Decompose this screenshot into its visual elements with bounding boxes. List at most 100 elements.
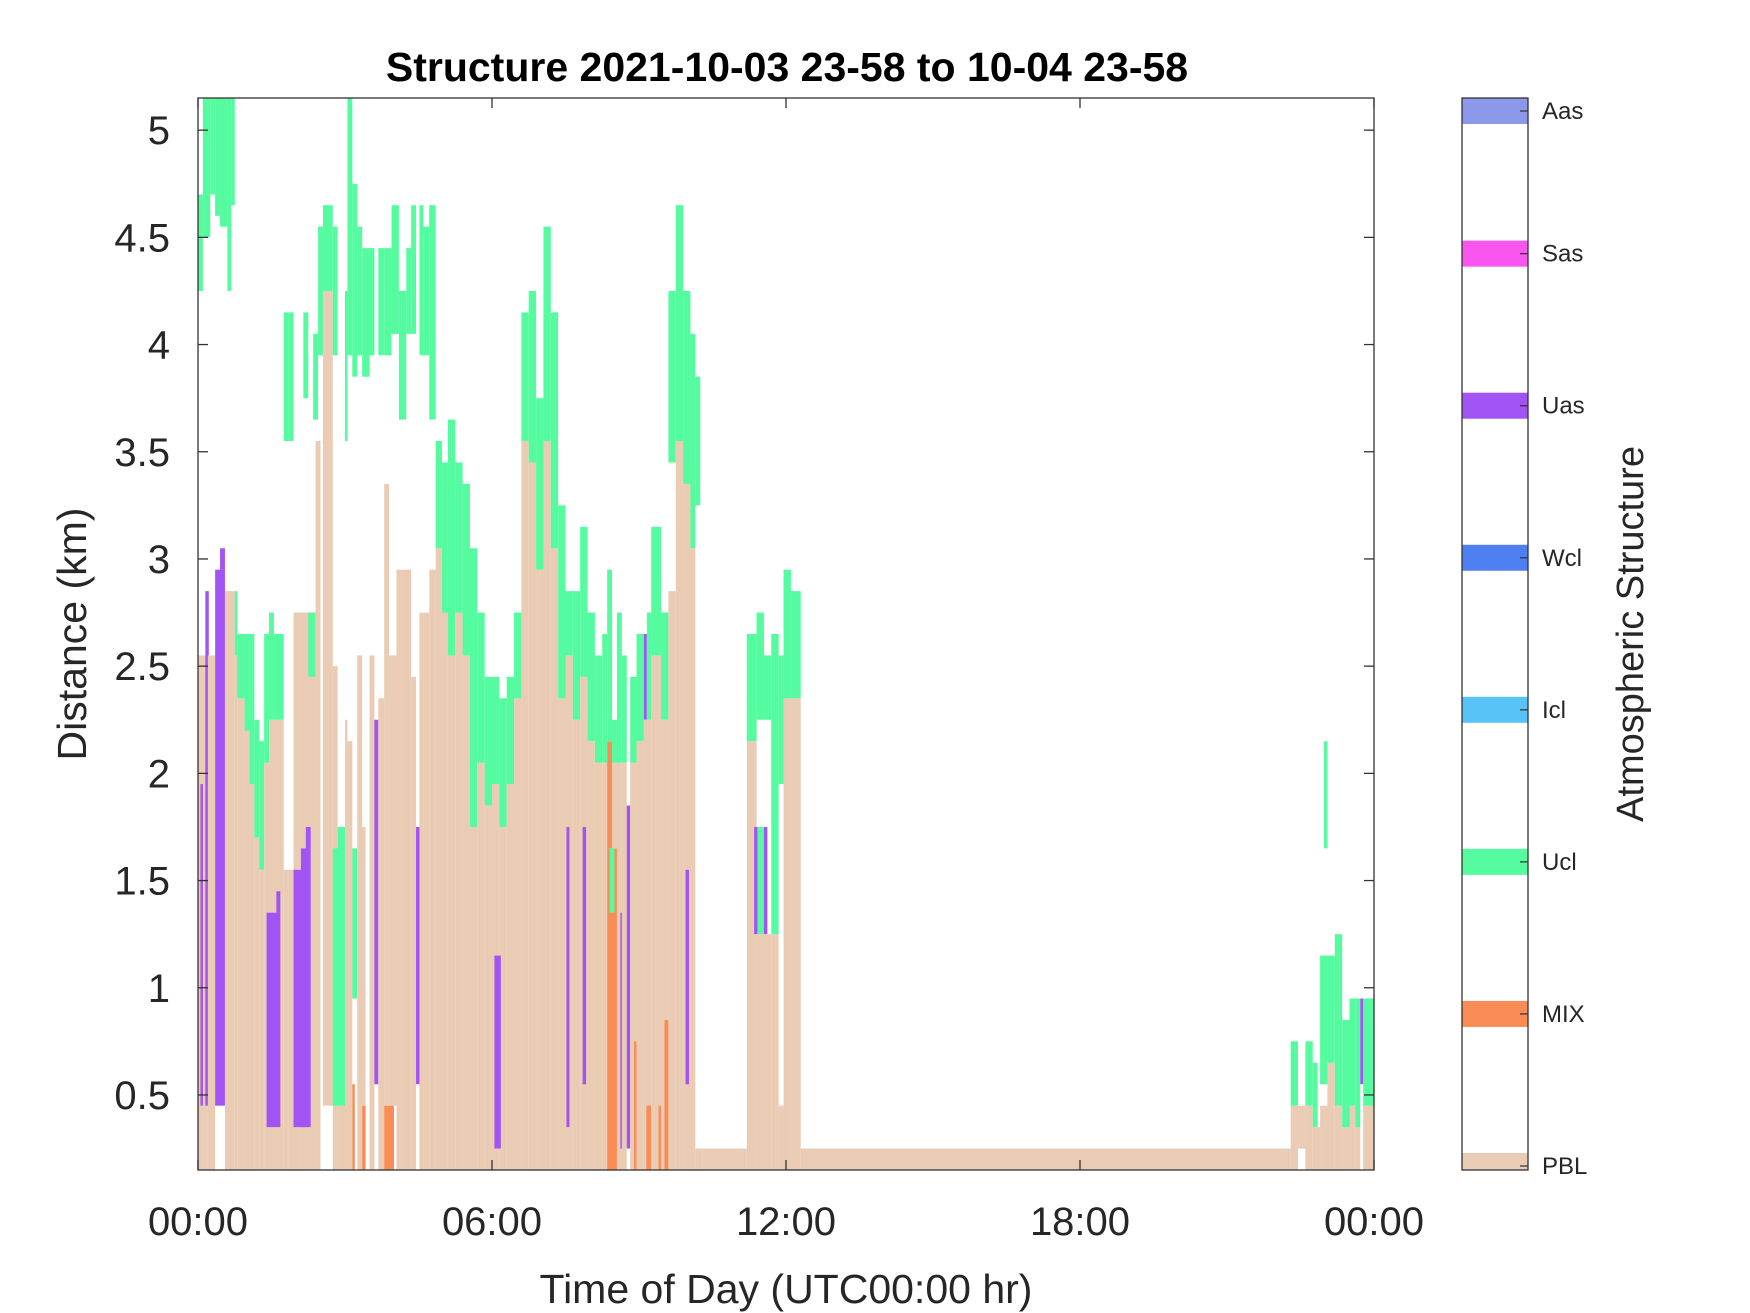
segment-mix <box>658 1105 663 1170</box>
segment-pbl <box>778 1105 784 1170</box>
segment-ucl <box>616 612 622 763</box>
segment-pbl <box>636 741 644 1170</box>
segment-uas <box>300 848 311 1128</box>
segment-pbl <box>419 612 424 1170</box>
segment-pbl <box>695 1148 703 1170</box>
segment-pbl <box>1320 1105 1328 1170</box>
segment-pbl <box>411 676 417 1170</box>
segment-ucl <box>378 248 385 356</box>
colorbar: PBL MIX Ucl Icl Wcl Uas Sas Aas Atmospheric Str… <box>1461 97 1652 1180</box>
segment-ucl <box>419 205 424 356</box>
segment-pbl <box>362 826 366 1106</box>
segment-pbl <box>1298 1105 1306 1149</box>
segment-pbl <box>612 762 617 849</box>
x-tick-label: 00:00 <box>1324 1200 1424 1244</box>
segment-pbl <box>357 655 363 1170</box>
segment-ucl <box>288 312 294 442</box>
colorbar-label-ucl: Ucl <box>1542 849 1577 876</box>
segment-pbl <box>643 719 652 1170</box>
segment-pbl <box>1334 1105 1343 1170</box>
colorbar-swatch-sas <box>1462 240 1528 267</box>
segment-ucl <box>249 634 255 785</box>
segment-ucl <box>259 741 265 870</box>
segment-ucl <box>572 591 581 720</box>
segment-pbl <box>675 441 684 1170</box>
segment-pbl <box>207 655 216 1170</box>
segment-ucl <box>220 98 228 227</box>
segment-pbl <box>771 934 779 1170</box>
segment-ucl <box>661 612 669 720</box>
segment-pbl <box>572 719 581 1170</box>
segment-ucl <box>1342 1019 1350 1128</box>
segment-ucl <box>215 98 221 216</box>
segment-pbl <box>1305 1105 1313 1170</box>
segment-uas <box>276 891 281 913</box>
colorbar-swatches: PBL MIX Ucl Icl Wcl Uas Sas Aas <box>1462 98 1587 1180</box>
segment-ucl <box>345 290 348 442</box>
segment-ucl <box>318 226 323 356</box>
segment-ucl <box>369 248 375 356</box>
segment-ucl <box>646 612 652 720</box>
segment-ucl <box>580 526 588 677</box>
y-tick-label: 1.5 <box>114 860 170 904</box>
colorbar-label-wcl: Wcl <box>1542 545 1582 572</box>
segment-mix <box>607 741 613 849</box>
segment-ucl <box>636 634 644 742</box>
segment-ucl <box>778 655 784 785</box>
colorbar-label-uas: Uas <box>1542 393 1585 420</box>
segment-ucl <box>357 226 363 356</box>
segment-ucl <box>429 205 436 420</box>
segment-pbl <box>558 698 566 1170</box>
colorbar-swatch-pbl <box>1462 1153 1528 1170</box>
segment-ucl <box>1320 955 1328 1085</box>
segment-uas <box>763 826 768 935</box>
segment-ucl <box>362 248 370 377</box>
segment-pbl <box>1355 1127 1361 1170</box>
x-axis-label: Time of Day (UTC00:00 hr) <box>540 1266 1033 1312</box>
segment-ucl <box>602 634 608 763</box>
segment-uas <box>754 826 758 935</box>
segment-pbl <box>790 698 801 1170</box>
segment-ucl <box>1349 998 1356 1106</box>
segment-ucl <box>352 183 358 377</box>
y-tick-label: 2.5 <box>114 645 170 689</box>
segment-ucl <box>757 826 764 935</box>
segment-ucl <box>435 441 443 549</box>
segment-ucl <box>227 98 232 291</box>
segment-pbl <box>462 655 470 1170</box>
y-tick-label: 3.5 <box>114 431 170 475</box>
segment-pbl <box>690 548 696 1170</box>
y-tick-label: 4 <box>148 324 170 368</box>
segment-pbl <box>429 569 436 1170</box>
x-tick-label: 06:00 <box>442 1200 542 1244</box>
segment-pbl <box>423 612 430 1170</box>
colorbar-swatch-icl <box>1462 696 1528 723</box>
colorbar-swatch-uas <box>1462 392 1528 419</box>
segment-ucl <box>587 612 595 742</box>
segment-pbl <box>616 762 622 1170</box>
segment-ucl <box>1334 934 1343 1106</box>
segment-uas <box>626 805 631 1149</box>
segment-ucl <box>550 312 559 549</box>
segment-ucl <box>384 248 392 356</box>
segment-pbl <box>602 762 608 1170</box>
segment-pbl <box>668 591 676 1170</box>
segment-ucl <box>244 634 250 731</box>
segment-uas <box>416 826 420 1085</box>
colorbar-swatch-aas <box>1462 98 1528 124</box>
segment-ucl <box>492 676 500 785</box>
segment-ucl <box>1305 1041 1313 1106</box>
segment-pbl <box>621 762 627 1170</box>
segment-ucl <box>651 526 662 656</box>
colorbar-label-mix: MIX <box>1542 1001 1585 1028</box>
y-axis-label: Distance (km) <box>49 508 95 761</box>
segment-mix <box>384 1105 394 1170</box>
segment-pbl <box>521 441 529 1170</box>
segment-ucl <box>543 226 551 442</box>
segment-pbl <box>477 762 485 1170</box>
segment-pbl <box>528 462 537 1171</box>
segment-pbl <box>259 869 265 1170</box>
segment-pbl <box>322 290 333 1106</box>
segment-uas <box>215 569 225 1106</box>
segment-pbl <box>396 569 402 1170</box>
